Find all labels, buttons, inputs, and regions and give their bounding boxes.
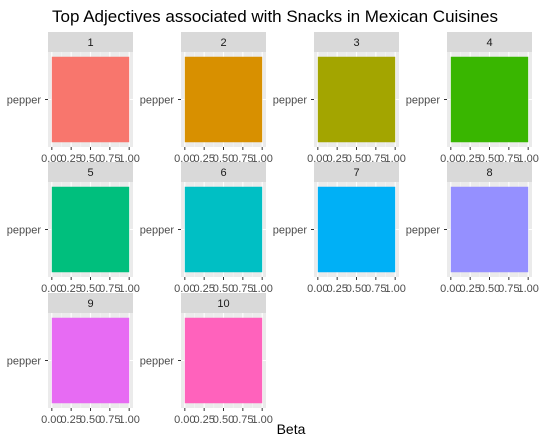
x-tick-label: 1.00 — [251, 414, 272, 426]
y-tick-label: pepper — [7, 356, 42, 368]
bar — [450, 56, 529, 143]
facet-strip — [314, 32, 399, 52]
facet-strip — [181, 293, 266, 313]
bar — [51, 186, 130, 273]
y-tick-label: pepper — [7, 95, 42, 107]
facet-panel: 9 pepper 0.000.250.500.751.00 — [7, 293, 140, 426]
facet-strip — [48, 293, 133, 313]
facet-strip-label: 10 — [217, 298, 229, 310]
x-tick-label: 0.00 — [41, 283, 62, 295]
facet-strip — [48, 162, 133, 182]
x-axis-title: Beta — [277, 421, 306, 437]
bar — [184, 317, 263, 404]
bar — [184, 186, 263, 273]
x-tick-label: 0.25 — [60, 414, 81, 426]
facet-panel: 10 pepper 0.000.250.500.751.00 — [140, 293, 273, 426]
x-tick-label: 1.00 — [251, 283, 272, 295]
x-tick-label: 0.00 — [440, 283, 461, 295]
facet-strip-label: 8 — [486, 167, 492, 179]
facet-strip-label: 4 — [486, 37, 492, 49]
bar — [184, 56, 263, 143]
facet-strip — [48, 32, 133, 52]
facet-strip-label: 3 — [353, 37, 359, 49]
facet-strip-label: 1 — [87, 37, 93, 49]
x-tick-label: 0.75 — [99, 283, 120, 295]
facet-panel: 8 pepper 0.000.250.500.751.00 — [406, 162, 539, 295]
facet-strip-label: 9 — [87, 298, 93, 310]
y-tick-label: pepper — [273, 225, 308, 237]
x-tick-label: 0.75 — [498, 283, 519, 295]
facet-panel: 7 pepper 0.000.250.500.751.00 — [273, 162, 406, 295]
x-tick-label: 1.00 — [517, 283, 538, 295]
x-tick-label: 0.75 — [365, 283, 386, 295]
x-tick-label: 0.50 — [479, 283, 500, 295]
facet-strip-label: 6 — [220, 167, 226, 179]
y-tick-label: pepper — [140, 95, 175, 107]
x-tick-label: 0.50 — [213, 414, 234, 426]
facet-strip — [181, 162, 266, 182]
y-tick-label: pepper — [273, 95, 308, 107]
x-tick-label: 0.25 — [193, 414, 214, 426]
y-tick-label: pepper — [7, 225, 42, 237]
x-tick-label: 0.50 — [80, 283, 101, 295]
x-tick-label: 0.75 — [232, 283, 253, 295]
x-tick-label: 0.50 — [213, 283, 234, 295]
x-tick-label: 0.75 — [99, 414, 120, 426]
y-tick-label: pepper — [140, 356, 175, 368]
x-tick-label: 0.50 — [80, 414, 101, 426]
bar — [51, 56, 130, 143]
facet-strip-label: 7 — [353, 167, 359, 179]
facet-strip-label: 2 — [220, 37, 226, 49]
x-tick-label: 0.25 — [326, 283, 347, 295]
bar — [317, 56, 396, 143]
chart-title: Top Adjectives associated with Snacks in… — [52, 7, 498, 26]
x-tick-label: 0.75 — [232, 414, 253, 426]
x-tick-label: 1.00 — [118, 283, 139, 295]
facet-strip-label: 5 — [87, 167, 93, 179]
facet-strip — [181, 32, 266, 52]
facet-panel: 5 pepper 0.000.250.500.751.00 — [7, 162, 140, 295]
x-tick-label: 1.00 — [384, 283, 405, 295]
facet-panels: 1pepper0.000.250.500.751.002pepper0.000.… — [7, 32, 539, 426]
x-tick-label: 0.25 — [459, 283, 480, 295]
facet-strip — [447, 162, 532, 182]
x-tick-label: 0.25 — [193, 283, 214, 295]
bar — [51, 317, 130, 404]
y-tick-label: pepper — [406, 95, 441, 107]
x-tick-label: 0.00 — [174, 414, 195, 426]
x-tick-label: 0.50 — [346, 283, 367, 295]
x-tick-label: 0.00 — [41, 414, 62, 426]
x-tick-label: 1.00 — [118, 414, 139, 426]
y-tick-label: pepper — [140, 225, 175, 237]
facet-strip — [314, 162, 399, 182]
y-tick-label: pepper — [406, 225, 441, 237]
x-tick-label: 0.00 — [307, 283, 328, 295]
facet-panel: 6 pepper 0.000.250.500.751.00 — [140, 162, 273, 295]
x-tick-label: 0.00 — [174, 283, 195, 295]
bar — [450, 186, 529, 273]
x-tick-label: 0.25 — [60, 283, 81, 295]
bar — [317, 186, 396, 273]
facet-strip — [447, 32, 532, 52]
